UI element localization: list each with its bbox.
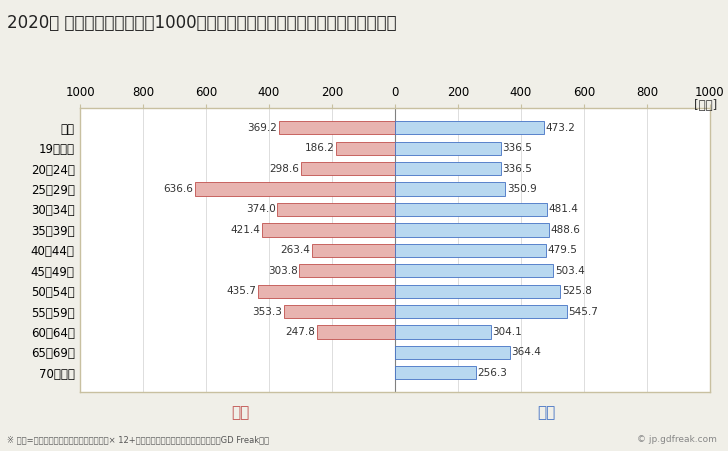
Text: 503.4: 503.4: [555, 266, 585, 276]
Text: 350.9: 350.9: [507, 184, 537, 194]
Text: 481.4: 481.4: [548, 204, 578, 215]
Text: 525.8: 525.8: [562, 286, 592, 296]
Bar: [395, 325, 491, 339]
Text: 304.1: 304.1: [492, 327, 522, 337]
Bar: [258, 285, 395, 298]
Text: 336.5: 336.5: [502, 164, 532, 174]
Bar: [395, 142, 501, 155]
Bar: [194, 182, 395, 196]
Text: 2020年 民間企業（従業者数1000人以上）フルタイム労働者の男女別平均年収: 2020年 民間企業（従業者数1000人以上）フルタイム労働者の男女別平均年収: [7, 14, 397, 32]
Bar: [395, 121, 544, 134]
Bar: [395, 305, 567, 318]
Text: 男性: 男性: [537, 405, 555, 420]
Text: 353.3: 353.3: [252, 307, 282, 317]
Text: 636.6: 636.6: [163, 184, 193, 194]
Bar: [395, 244, 546, 257]
Text: 479.5: 479.5: [547, 245, 577, 255]
Bar: [395, 182, 505, 196]
Bar: [395, 162, 501, 175]
Text: 女性: 女性: [231, 405, 250, 420]
Bar: [395, 203, 547, 216]
Bar: [262, 223, 395, 236]
Text: 488.6: 488.6: [550, 225, 580, 235]
Text: 435.7: 435.7: [226, 286, 256, 296]
Text: 374.0: 374.0: [246, 204, 276, 215]
Text: 545.7: 545.7: [569, 307, 598, 317]
Bar: [395, 264, 553, 277]
Bar: [395, 346, 510, 359]
Bar: [299, 264, 395, 277]
Bar: [284, 305, 395, 318]
Text: 263.4: 263.4: [280, 245, 310, 255]
Bar: [336, 142, 395, 155]
Bar: [279, 121, 395, 134]
Bar: [277, 203, 395, 216]
Text: 298.6: 298.6: [269, 164, 299, 174]
Bar: [312, 244, 395, 257]
Text: 473.2: 473.2: [545, 123, 575, 133]
Text: 303.8: 303.8: [268, 266, 298, 276]
Text: [万円]: [万円]: [694, 99, 717, 112]
Bar: [301, 162, 395, 175]
Text: 247.8: 247.8: [285, 327, 315, 337]
Bar: [395, 223, 549, 236]
Text: 364.4: 364.4: [511, 347, 541, 357]
Text: ※ 年収=「きまって支給する現金給与額」× 12+「年間賞与その他特別給与額」としてGD Freak推計: ※ 年収=「きまって支給する現金給与額」× 12+「年間賞与その他特別給与額」と…: [7, 435, 269, 444]
Bar: [395, 285, 561, 298]
Text: 256.3: 256.3: [478, 368, 507, 378]
Text: 336.5: 336.5: [502, 143, 532, 153]
Text: 369.2: 369.2: [248, 123, 277, 133]
Text: © jp.gdfreak.com: © jp.gdfreak.com: [637, 435, 717, 444]
Text: 421.4: 421.4: [231, 225, 261, 235]
Text: 186.2: 186.2: [305, 143, 335, 153]
Bar: [395, 366, 475, 379]
Bar: [317, 325, 395, 339]
